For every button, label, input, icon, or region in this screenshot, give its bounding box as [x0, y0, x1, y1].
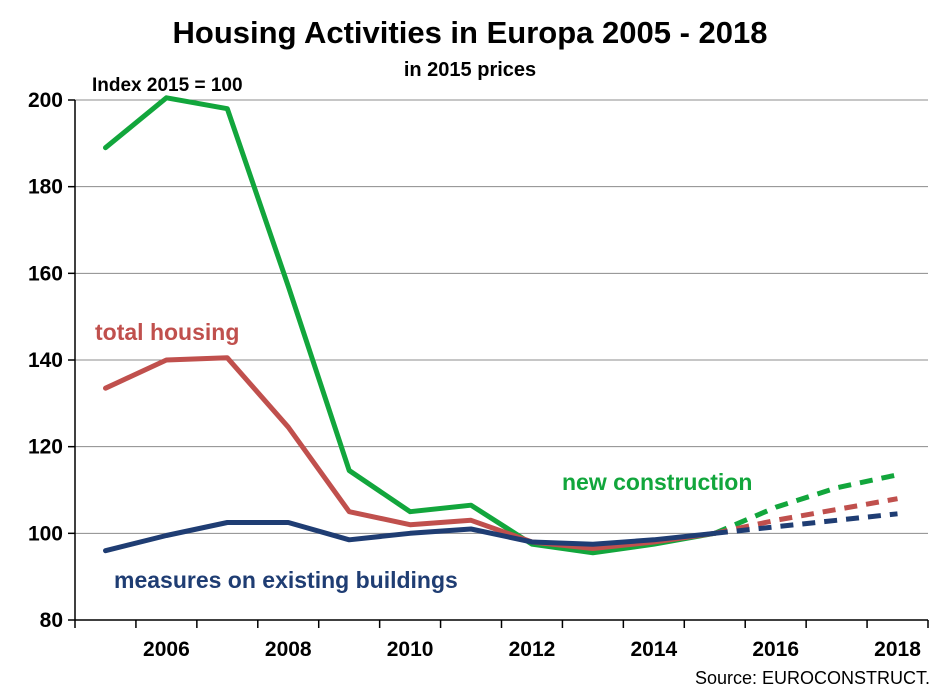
ytick-label-80: 80 [40, 609, 63, 632]
series-line-new-construction [103, 95, 718, 556]
series-line-total-housing [103, 355, 718, 551]
ytick-label-180: 180 [28, 176, 63, 199]
xtick-label-2010: 2010 [387, 638, 434, 661]
ytick-label-200: 200 [28, 89, 63, 112]
axes: 80 100 120 140 160 180 200 2006 2008 2010 2012 2014… [28, 89, 929, 661]
xtick-label-2008: 2008 [265, 638, 312, 661]
series-lines [103, 95, 899, 556]
gridlines [75, 99, 928, 534]
ytick-label-120: 120 [28, 436, 63, 459]
xtick-label-2006: 2006 [143, 638, 190, 661]
xtick-label-2018: 2018 [874, 638, 921, 661]
series-forecast-measures-on-existing-buildings [714, 511, 898, 536]
label-measures-existing-buildings: measures on existing buildings [114, 567, 458, 593]
ytick-label-100: 100 [28, 522, 63, 545]
chart-title: Housing Activities in Europa 2005 - 2018 [173, 15, 768, 50]
ytick-label-160: 160 [28, 262, 63, 285]
series-forecast-total-housing [714, 496, 898, 536]
xtick-label-2016: 2016 [752, 638, 799, 661]
chart-subtitle: in 2015 prices [404, 59, 536, 81]
label-total-housing: total housing [95, 319, 239, 345]
ytick-label-140: 140 [28, 349, 63, 372]
source-note: Source: EUROCONSTRUCT. [695, 668, 930, 688]
label-new-construction: new construction [562, 469, 752, 495]
index-note: Index 2015 = 100 [92, 75, 243, 96]
series-line-measures-on-existing-buildings [103, 520, 718, 554]
series-forecast-new-construction [713, 472, 899, 536]
xtick-label-2014: 2014 [630, 638, 677, 661]
xtick-label-2012: 2012 [509, 638, 556, 661]
